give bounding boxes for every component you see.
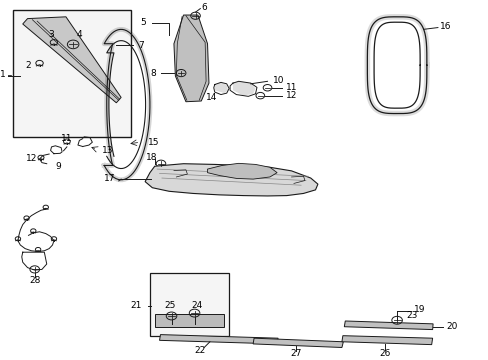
Text: 9: 9	[55, 162, 61, 171]
Polygon shape	[207, 163, 277, 179]
Polygon shape	[174, 15, 208, 102]
Text: 24: 24	[190, 301, 202, 310]
Text: 6: 6	[201, 3, 206, 12]
Polygon shape	[341, 336, 432, 345]
Text: 8: 8	[150, 68, 156, 77]
Text: 15: 15	[147, 139, 159, 148]
Text: 23: 23	[406, 311, 417, 320]
Text: 14: 14	[205, 93, 217, 102]
Text: 26: 26	[379, 349, 390, 358]
Text: 2: 2	[26, 61, 31, 70]
Text: 28: 28	[29, 276, 41, 285]
Text: 25: 25	[163, 301, 175, 310]
Text: 21: 21	[130, 301, 142, 310]
Text: 1: 1	[0, 70, 6, 79]
Text: 5: 5	[140, 18, 146, 27]
Polygon shape	[214, 82, 228, 93]
Polygon shape	[253, 338, 343, 347]
Text: 13: 13	[102, 146, 114, 155]
Text: 12: 12	[285, 91, 297, 100]
FancyBboxPatch shape	[13, 10, 130, 137]
Text: 12: 12	[26, 154, 37, 163]
Text: 20: 20	[445, 322, 456, 331]
Text: 7: 7	[138, 41, 143, 50]
Text: 3: 3	[49, 30, 54, 39]
Text: 4: 4	[77, 30, 82, 39]
Polygon shape	[232, 81, 255, 96]
Text: 27: 27	[290, 349, 302, 358]
Polygon shape	[22, 17, 121, 103]
Text: 16: 16	[439, 22, 451, 31]
Text: 18: 18	[145, 153, 157, 162]
Text: 19: 19	[413, 305, 425, 314]
Text: 22: 22	[194, 346, 205, 355]
Text: 17: 17	[104, 174, 116, 183]
Text: 10: 10	[272, 76, 284, 85]
Polygon shape	[344, 321, 432, 330]
Polygon shape	[145, 164, 317, 196]
Text: 11: 11	[285, 83, 297, 92]
FancyBboxPatch shape	[150, 273, 229, 336]
Polygon shape	[154, 314, 224, 327]
Polygon shape	[159, 334, 278, 344]
Text: 11: 11	[61, 134, 73, 143]
